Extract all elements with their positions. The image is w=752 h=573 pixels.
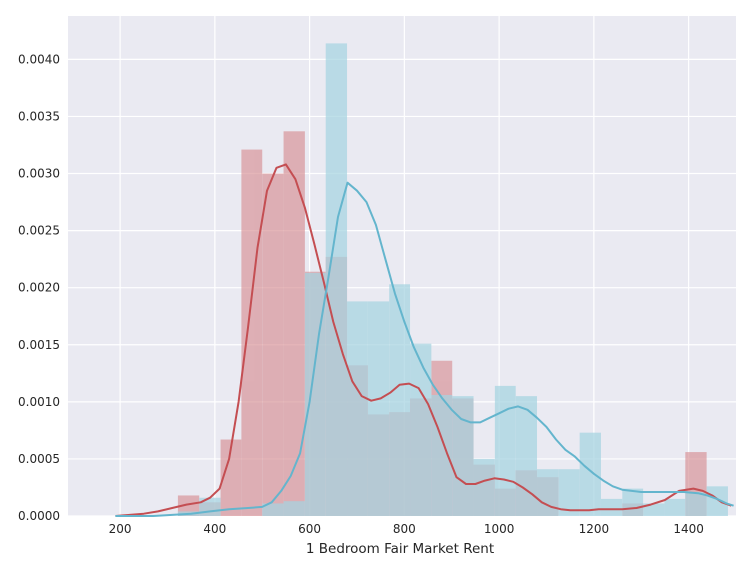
y-tick-label-0: 0.0000	[18, 509, 60, 523]
x-axis-ticks: 200 400 600 800 1000 1200 1400	[109, 522, 704, 536]
hist-bar-s0-4	[262, 173, 284, 516]
hist-bar-s1-23	[664, 498, 686, 516]
hist-bar-s1-6	[304, 272, 326, 516]
histogram-series-1	[177, 43, 728, 517]
hist-bar-s0-2	[220, 439, 242, 516]
x-tick-label-5: 1200	[579, 522, 610, 536]
histogram-bars	[177, 43, 728, 517]
hist-bar-s1-15	[494, 385, 516, 516]
hist-bar-s1-19	[579, 432, 601, 516]
y-tick-label-7: 0.0035	[18, 109, 60, 123]
hist-bar-s1-24	[685, 492, 707, 516]
hist-bar-s0-0	[177, 495, 200, 516]
x-tick-label-0: 200	[109, 522, 132, 536]
y-tick-label-3: 0.0015	[18, 338, 60, 352]
hist-bar-s1-9	[367, 301, 390, 516]
hist-bar-s0-3	[241, 149, 263, 516]
kde-line-s0	[115, 163, 732, 517]
kde-line-s1	[115, 181, 734, 517]
x-tick-label-4: 1000	[484, 522, 515, 536]
hist-bar-s1-17	[537, 469, 559, 516]
x-tick-label-3: 800	[393, 522, 416, 536]
hist-bar-s0-5	[283, 131, 305, 516]
x-axis-label: 1 Bedroom Fair Market Rent	[306, 541, 494, 557]
hist-bar-s1-14	[473, 458, 495, 516]
hist-bar-s1-13	[452, 396, 474, 516]
y-tick-label-8: 0.0040	[18, 52, 60, 66]
y-axis-ticks: 0.0000 0.0005 0.0010 0.0015 0.0020 0.0025 0.00…	[18, 52, 60, 523]
hist-bar-s1-10	[389, 284, 411, 516]
hist-bar-s1-8	[347, 301, 368, 516]
y-tick-label-1: 0.0005	[18, 452, 60, 466]
kde-curves	[115, 163, 734, 517]
y-tick-label-4: 0.0020	[18, 281, 60, 295]
hist-bar-s1-4	[262, 503, 284, 516]
hist-bar-s1-25	[706, 486, 728, 516]
hist-bar-s1-5	[283, 501, 305, 516]
x-tick-label-1: 400	[203, 522, 226, 536]
hist-bar-s1-12	[431, 394, 453, 516]
y-tick-label-2: 0.0010	[18, 395, 60, 409]
hist-bar-s1-18	[558, 469, 580, 516]
hist-bar-s1-11	[410, 343, 432, 516]
y-tick-label-6: 0.0030	[18, 167, 60, 181]
hist-bar-s1-7	[325, 43, 348, 517]
x-tick-label-6: 1400	[673, 522, 704, 536]
hist-bar-s1-20	[600, 498, 623, 516]
hist-bar-s1-22	[643, 503, 665, 516]
x-tick-label-2: 600	[298, 522, 321, 536]
y-tick-label-5: 0.0025	[18, 224, 60, 238]
